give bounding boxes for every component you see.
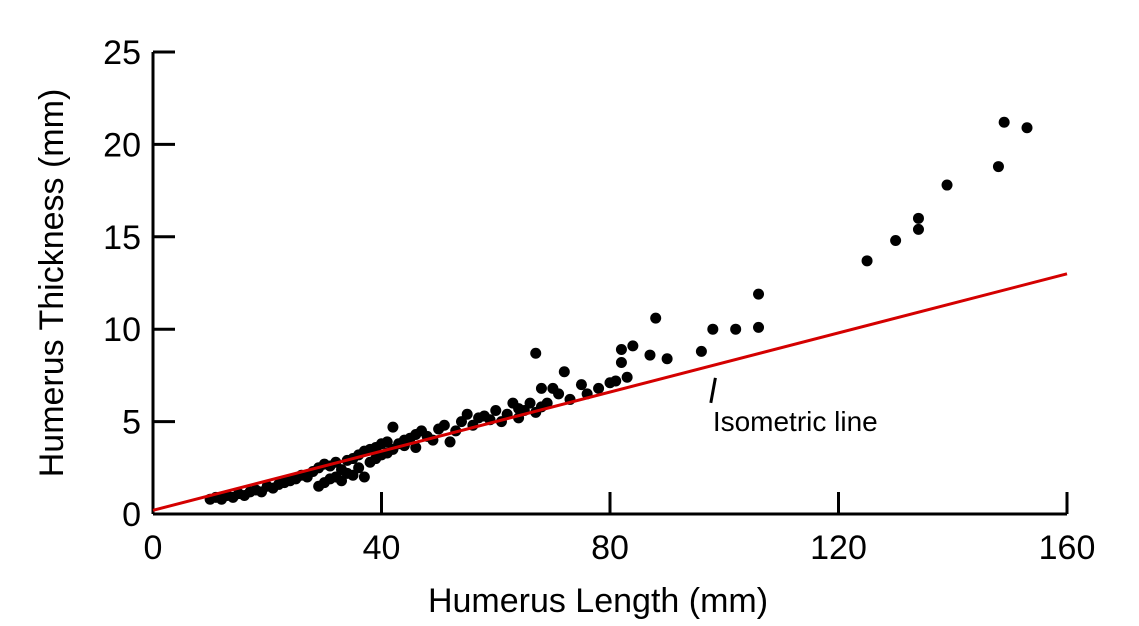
- data-point: [753, 321, 765, 333]
- data-point: [353, 462, 365, 474]
- data-point: [707, 323, 719, 335]
- data-point: [535, 382, 547, 394]
- data-point: [438, 419, 450, 431]
- data-point: [615, 356, 627, 368]
- data-point: [890, 234, 902, 246]
- data-point: [730, 323, 742, 335]
- data-point: [381, 436, 393, 448]
- x-tick-label: 0: [144, 529, 163, 567]
- annotation-label: Isometric line: [713, 406, 878, 437]
- data-point: [644, 349, 656, 361]
- axes: 0 40 80 120 160 0 5 10 15 20 25: [103, 34, 1095, 567]
- y-axis-label: Humerus Thickness (mm): [33, 89, 71, 478]
- x-tick-label: 160: [1039, 529, 1096, 567]
- data-point: [524, 397, 536, 409]
- data-point: [992, 161, 1004, 173]
- data-point: [444, 436, 456, 448]
- y-tick-label: 15: [103, 219, 141, 257]
- data-point: [490, 405, 502, 417]
- data-point: [1021, 122, 1033, 134]
- data-point: [627, 340, 639, 352]
- data-point: [621, 371, 633, 383]
- isometric-line: [152, 272, 1068, 512]
- data-point: [558, 366, 570, 378]
- y-tick-label: 25: [103, 34, 141, 72]
- data-point: [541, 397, 553, 409]
- data-point: [695, 345, 707, 357]
- x-tick-label: 80: [591, 529, 629, 567]
- data-point: [358, 471, 370, 483]
- data-point: [610, 375, 622, 387]
- data-point: [461, 408, 473, 420]
- data-point: [593, 382, 605, 394]
- data-point: [650, 312, 662, 324]
- chart-marks: [152, 116, 1068, 512]
- y-tick-label: 20: [103, 126, 141, 164]
- data-point: [661, 353, 673, 365]
- data-point: [912, 212, 924, 224]
- data-point: [336, 475, 348, 487]
- x-tick-label: 40: [363, 529, 401, 567]
- data-point: [912, 223, 924, 235]
- data-point: [387, 421, 399, 433]
- annotation-leader-line: [709, 377, 717, 404]
- data-point: [347, 469, 359, 481]
- data-point: [998, 116, 1010, 128]
- data-point: [410, 441, 422, 453]
- x-tick-label: 120: [810, 529, 867, 567]
- y-tick-label: 5: [122, 404, 141, 442]
- data-point: [553, 388, 565, 400]
- data-point: [615, 344, 627, 356]
- data-point: [753, 288, 765, 300]
- y-tick-label: 10: [103, 311, 141, 349]
- data-point: [861, 255, 873, 267]
- annotations: Isometric line: [709, 377, 878, 437]
- y-tick-label: 0: [122, 496, 141, 534]
- data-point: [530, 347, 542, 359]
- x-axis-label: Humerus Length (mm): [428, 582, 768, 620]
- data-point: [575, 379, 587, 391]
- data-point: [455, 416, 467, 428]
- data-point: [941, 179, 953, 191]
